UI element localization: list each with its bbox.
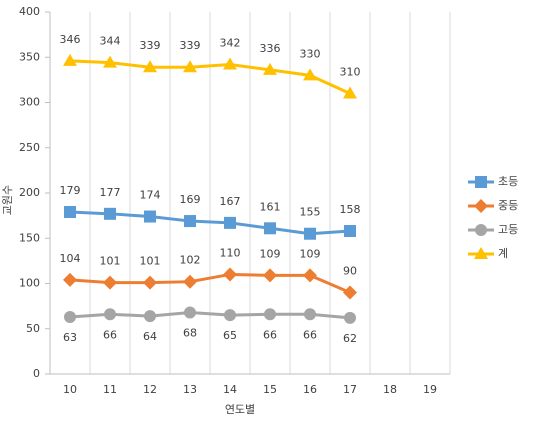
data-label: 104 (60, 252, 81, 265)
legend-marker (475, 224, 487, 236)
y-tick-label: 50 (26, 322, 40, 335)
x-axis-label: 연도별 (225, 403, 255, 416)
data-point (304, 308, 316, 321)
data-label: 68 (183, 326, 197, 339)
data-point (183, 274, 197, 289)
data-point (63, 272, 77, 287)
data-label: 346 (60, 33, 81, 46)
data-point (144, 210, 156, 223)
y-tick-label: 100 (19, 277, 40, 290)
data-point (224, 309, 236, 322)
data-label: 161 (260, 200, 281, 213)
y-tick-label: 0 (33, 367, 40, 380)
legend-label: 중등 (498, 199, 518, 212)
data-label: 66 (103, 328, 117, 341)
series-line (69, 59, 351, 95)
data-label: 90 (343, 265, 357, 278)
data-point (184, 306, 196, 319)
data-label: 62 (343, 332, 357, 345)
data-label: 330 (300, 47, 321, 60)
data-label: 339 (180, 39, 201, 52)
data-point (64, 206, 76, 219)
data-point (104, 207, 116, 220)
data-point (343, 86, 357, 99)
x-tick-label: 15 (263, 383, 277, 396)
x-tick-label: 17 (343, 383, 357, 396)
data-point (64, 310, 76, 323)
data-point (263, 62, 277, 75)
data-point (264, 222, 276, 235)
y-tick-label: 250 (19, 141, 40, 154)
data-label: 109 (300, 247, 321, 260)
data-point (63, 53, 77, 66)
data-point (224, 216, 236, 229)
data-point (223, 267, 237, 282)
legend-label: 고등 (498, 223, 518, 236)
series-line (69, 310, 351, 320)
data-point (184, 215, 196, 228)
data-label: 158 (340, 203, 361, 216)
x-tick-label: 13 (183, 383, 197, 396)
data-label: 177 (100, 186, 121, 199)
data-point (103, 55, 117, 68)
x-tick-label: 10 (63, 383, 77, 396)
data-label: 101 (100, 255, 121, 268)
legend-label: 초등 (498, 175, 518, 188)
y-tick-label: 300 (19, 96, 40, 109)
data-label: 344 (100, 35, 121, 48)
legend-marker (475, 176, 487, 188)
y-tick-label: 400 (19, 5, 40, 18)
data-point (143, 275, 157, 290)
data-point (304, 227, 316, 240)
x-tick-label: 12 (143, 383, 157, 396)
x-tick-label: 19 (423, 383, 437, 396)
data-point (103, 275, 117, 290)
data-label: 174 (140, 189, 161, 202)
data-label: 339 (140, 39, 161, 52)
data-label: 342 (220, 36, 241, 49)
x-tick-label: 16 (303, 383, 317, 396)
data-label: 66 (263, 328, 277, 341)
data-label: 64 (143, 330, 157, 343)
data-label: 66 (303, 328, 317, 341)
data-label: 65 (223, 329, 237, 342)
data-point (263, 268, 277, 283)
x-tick-label: 11 (103, 383, 117, 396)
data-point (223, 57, 237, 70)
data-point (344, 311, 356, 324)
data-point (343, 285, 357, 300)
data-label: 101 (140, 255, 161, 268)
y-tick-label: 350 (19, 50, 40, 63)
y-axis-label: 교원수 (1, 185, 14, 215)
legend-marker (474, 199, 488, 213)
legend-marker (474, 247, 488, 259)
y-tick-label: 150 (19, 231, 40, 244)
legend-label: 계 (498, 247, 508, 260)
x-tick-label: 18 (383, 383, 397, 396)
data-label: 63 (63, 331, 77, 344)
data-label: 310 (340, 65, 361, 78)
data-label: 110 (220, 246, 241, 259)
data-label: 102 (180, 254, 201, 267)
data-point (344, 225, 356, 238)
series-line (69, 210, 351, 236)
data-label: 336 (260, 42, 281, 55)
data-label: 169 (180, 193, 201, 206)
data-point (183, 60, 197, 73)
data-point (303, 268, 317, 283)
x-tick-label: 14 (223, 383, 237, 396)
data-label: 155 (300, 206, 321, 219)
data-point (303, 68, 317, 81)
data-point (264, 308, 276, 321)
data-label: 109 (260, 247, 281, 260)
data-point (143, 60, 157, 73)
data-point (144, 310, 156, 323)
data-label: 179 (60, 184, 81, 197)
data-label: 167 (220, 195, 241, 208)
data-point (104, 308, 116, 321)
y-tick-label: 200 (19, 186, 40, 199)
